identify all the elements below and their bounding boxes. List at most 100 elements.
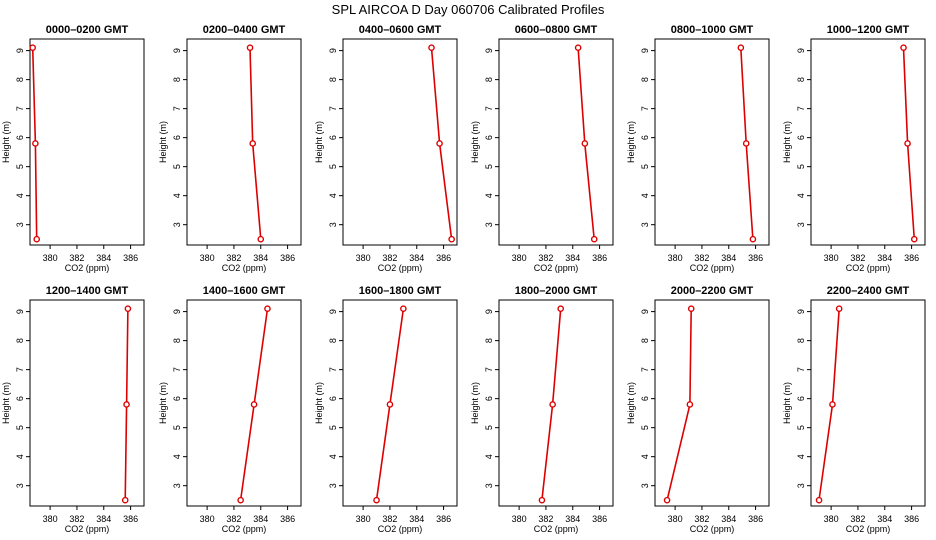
- data-point: [557, 305, 564, 313]
- y-tick-label: 9: [796, 48, 806, 53]
- x-axis-label: CO2 (ppm): [65, 524, 110, 534]
- plot-frame: [498, 299, 614, 507]
- y-tick-label: 3: [484, 483, 494, 488]
- x-tick-label: 382: [694, 514, 709, 524]
- y-tick-label: 5: [172, 164, 182, 169]
- x-axis-label: CO2 (ppm): [846, 524, 891, 534]
- x-tick-label: 382: [538, 253, 553, 263]
- data-point: [910, 235, 918, 243]
- data-point: [249, 140, 257, 147]
- x-tick-label: 386: [280, 514, 295, 524]
- y-tick-label: 3: [172, 222, 182, 227]
- chart-panel-5: 0800–1000 GMT 380 382 384 386 CO2 (ppm) 3 4 5 6 7 8…: [626, 24, 770, 273]
- y-tick-label: 7: [15, 367, 25, 372]
- x-tick-label: 386: [280, 253, 295, 263]
- y-axis-label: Height (m): [158, 382, 168, 424]
- data-point: [574, 44, 582, 52]
- x-tick-label: 380: [43, 253, 58, 263]
- plot-frame: [810, 299, 926, 507]
- y-tick-label: 3: [484, 222, 494, 227]
- y-tick-label: 6: [484, 135, 494, 140]
- y-tick-label: 9: [484, 309, 494, 314]
- chart-title: 1400–1600 GMT: [203, 285, 286, 297]
- x-tick-label: 380: [512, 253, 527, 263]
- x-tick-label: 380: [356, 514, 371, 524]
- page-title: SPL AIRCOA D Day 060706 Calibrated Profi…: [331, 2, 605, 17]
- data-point: [264, 305, 271, 313]
- chart-panel-10: 1800–2000 GMT 380 382 384 386 CO2 (ppm) 3 4 5 6 7 8…: [470, 285, 614, 534]
- data-point: [246, 44, 254, 52]
- x-tick-label: 380: [824, 514, 839, 524]
- y-tick-label: 5: [640, 425, 650, 430]
- y-tick-label: 8: [172, 338, 182, 343]
- plot-frame: [29, 38, 145, 246]
- y-tick-label: 9: [15, 309, 25, 314]
- x-axis-label: CO2 (ppm): [65, 263, 110, 273]
- y-tick-label: 9: [484, 48, 494, 53]
- y-tick-label: 3: [15, 483, 25, 488]
- y-tick-label: 6: [796, 135, 806, 140]
- x-tick-label: 384: [721, 514, 736, 524]
- chart-panel-9: 1600–1800 GMT 380 382 384 386 CO2 (ppm) 3 4 5 6 7 8…: [314, 285, 458, 534]
- x-tick-label: 382: [694, 253, 709, 263]
- data-point: [400, 305, 407, 313]
- x-tick-label: 384: [253, 253, 268, 263]
- data-point: [124, 305, 132, 313]
- y-tick-label: 6: [172, 396, 182, 401]
- chart-title: 0400–0600 GMT: [359, 24, 442, 36]
- y-tick-label: 6: [796, 396, 806, 401]
- x-axis-label: CO2 (ppm): [690, 263, 735, 273]
- y-tick-label: 8: [15, 77, 25, 82]
- y-axis-label: Height (m): [626, 382, 636, 424]
- data-point: [900, 44, 907, 52]
- y-tick-label: 7: [172, 367, 182, 372]
- y-tick-label: 5: [15, 164, 25, 169]
- y-tick-label: 4: [172, 454, 182, 459]
- chart-panel-6: 1000–1200 GMT 380 382 384 386 CO2 (ppm) 3 4 5 6 7 8…: [782, 24, 926, 273]
- series-line: [818, 308, 840, 501]
- x-axis-label: CO2 (ppm): [534, 263, 579, 273]
- chart-title: 0800–1000 GMT: [671, 24, 754, 36]
- y-tick-label: 9: [15, 48, 25, 53]
- x-tick-label: 380: [512, 514, 527, 524]
- y-tick-label: 3: [796, 222, 806, 227]
- y-axis-label: Height (m): [314, 121, 324, 163]
- data-point: [835, 305, 843, 313]
- y-tick-label: 7: [484, 106, 494, 111]
- y-tick-label: 3: [172, 483, 182, 488]
- y-axis-label: Height (m): [782, 121, 792, 163]
- x-tick-label: 386: [904, 514, 919, 524]
- data-point: [448, 235, 455, 243]
- chart-panel-4: 0600–0800 GMT 380 382 384 386 CO2 (ppm) 3 4 5 6 7 8…: [470, 24, 614, 273]
- y-tick-label: 5: [328, 164, 338, 169]
- plot-frame: [498, 38, 614, 246]
- plot-frame: [342, 38, 458, 246]
- data-point: [436, 140, 443, 147]
- y-axis-label: Height (m): [626, 121, 636, 163]
- x-tick-label: 382: [382, 253, 397, 263]
- y-tick-label: 9: [640, 48, 650, 53]
- y-tick-label: 5: [796, 425, 806, 430]
- y-tick-label: 8: [796, 77, 806, 82]
- x-tick-label: 382: [850, 514, 865, 524]
- x-axis-label: CO2 (ppm): [690, 524, 735, 534]
- y-axis-label: Height (m): [782, 382, 792, 424]
- y-tick-label: 4: [328, 454, 338, 459]
- data-point: [250, 401, 258, 408]
- y-tick-label: 4: [640, 193, 650, 198]
- chart-panel-12: 2200–2400 GMT 380 382 384 386 CO2 (ppm) 3 4 5 6 7 8…: [782, 285, 926, 534]
- x-tick-label: 382: [226, 514, 241, 524]
- y-tick-label: 9: [796, 309, 806, 314]
- x-tick-label: 380: [200, 514, 215, 524]
- y-tick-label: 3: [328, 222, 338, 227]
- plot-frame: [29, 299, 145, 507]
- y-tick-label: 6: [15, 396, 25, 401]
- chart-panel-3: 0400–0600 GMT 380 382 384 386 CO2 (ppm) 3 4 5 6 7 8…: [314, 24, 458, 273]
- chart-panel-1: 0000–0200 GMT 380 382 384 386 CO2 (ppm) 3 4 5 6 7 8…: [1, 24, 145, 273]
- y-tick-label: 7: [796, 106, 806, 111]
- chart-panel-7: 1200–1400 GMT 380 382 384 386 CO2 (ppm) 3 4 5 6 7 8…: [1, 285, 145, 534]
- x-tick-label: 384: [409, 514, 424, 524]
- x-tick-label: 386: [123, 253, 138, 263]
- plot-frame: [810, 38, 926, 246]
- x-tick-label: 384: [409, 253, 424, 263]
